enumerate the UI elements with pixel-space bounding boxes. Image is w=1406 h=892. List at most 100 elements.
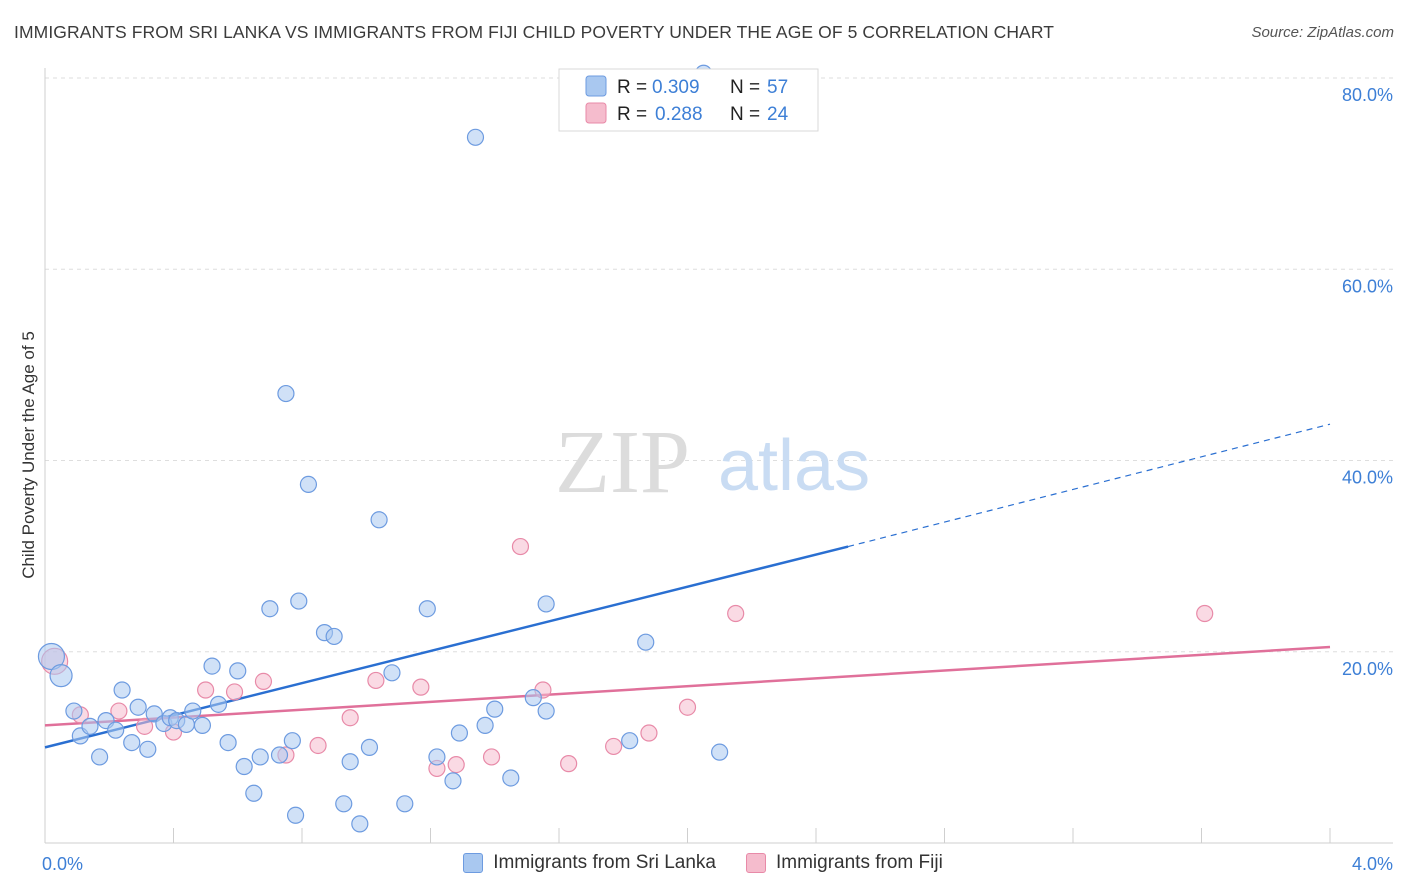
fiji-point (447, 755, 465, 774)
sri-lanka-point (290, 592, 308, 610)
legend-swatch-fiji (585, 102, 607, 124)
sri-lanka-point (360, 738, 379, 756)
y-axis-label: Child Poverty Under the Age of 5 (19, 331, 38, 579)
x-tick-label: 0.0% (42, 854, 83, 874)
legend-r-value: 0.309 (652, 77, 700, 98)
sri-lanka-point (184, 702, 202, 720)
source-label: Source: ZipAtlas.com (1251, 24, 1394, 41)
bottom-legend-item-sri-lanka: Immigrants from Sri Lanka (463, 852, 716, 874)
fiji-point (225, 683, 244, 701)
sri-lanka-point (209, 695, 228, 713)
data-points (37, 64, 1214, 833)
sri-lanka-point (637, 633, 655, 651)
y-tick-label: 80.0% (1342, 85, 1393, 105)
sri-lanka-point (370, 511, 388, 529)
legend-r-value: 0.288 (655, 104, 703, 125)
sri-lanka-point (49, 664, 73, 688)
sri-lanka-point (476, 716, 494, 734)
sri-lanka-point (203, 657, 221, 675)
sri-lanka-point (65, 702, 83, 720)
fiji-point (1196, 604, 1214, 623)
sri-lanka-point (450, 724, 469, 742)
grid-lines (45, 77, 1393, 653)
legend-n-label: N = (730, 77, 760, 98)
legend-n-value: 24 (767, 104, 789, 125)
x-tick-label: 4.0% (1352, 854, 1393, 874)
sri-lanka-point (107, 721, 125, 739)
legend-n-label: N = (730, 104, 760, 125)
fiji-point (412, 678, 430, 696)
y-tick-label: 20.0% (1342, 659, 1393, 679)
watermark: ZIP atlas (555, 413, 870, 512)
bottom-legend: Immigrants from Sri Lanka Immigrants fro… (0, 852, 1406, 874)
fiji-point (560, 755, 578, 773)
fiji-point (605, 737, 623, 756)
sri-lanka-point (270, 746, 289, 764)
bottom-legend-swatch-fiji (746, 853, 766, 873)
sri-lanka-point (396, 795, 414, 813)
x-tick-labels: 0.0% 4.0% (42, 854, 1393, 874)
legend-r-label: R = (617, 77, 647, 98)
sri-lanka-point (524, 689, 542, 707)
fiji-point (309, 736, 327, 755)
sri-lanka-point (235, 757, 253, 776)
sri-lanka-point (229, 662, 247, 680)
fiji-point (341, 709, 359, 727)
sri-lanka-point (299, 475, 318, 494)
sri-lanka-point (486, 700, 504, 718)
fiji-point (678, 698, 697, 716)
sri-lanka-point (428, 748, 446, 766)
sri-lanka-point (351, 815, 369, 833)
sri-lanka-point (341, 753, 359, 771)
sri-lanka-point (711, 743, 729, 761)
sri-lanka-point (219, 733, 237, 752)
fiji-point (254, 672, 273, 690)
sri-lanka-point (537, 702, 555, 720)
bottom-legend-item-fiji: Immigrants from Fiji (746, 852, 943, 874)
fiji-trend-line (44, 645, 1331, 727)
sri-lanka-point (193, 716, 212, 734)
legend: R = 0.309 N = 57 R = 0.288 N = 24 (558, 68, 819, 132)
sri-lanka-point (261, 600, 279, 618)
sri-lanka-point (139, 740, 157, 758)
fiji-point (482, 748, 501, 766)
sri-lanka-point (283, 732, 301, 750)
fiji-point (727, 604, 745, 623)
sri-lanka-point (91, 748, 109, 766)
sri-lanka-point (383, 664, 401, 682)
sri-lanka-point (537, 595, 555, 613)
bottom-legend-label: Immigrants from Sri Lanka (493, 852, 716, 873)
y-tick-labels: 20.0% 40.0% 60.0% 80.0% (1342, 85, 1393, 679)
axes (44, 68, 1393, 844)
fiji-point (197, 681, 215, 699)
fiji-point (511, 537, 530, 556)
sri-lanka-point (113, 681, 131, 699)
sri-lanka-point (444, 772, 462, 790)
sri-lanka-point (325, 627, 343, 646)
sri-lanka-point (245, 784, 263, 802)
sri-lanka-point (81, 717, 99, 735)
chart-title: IMMIGRANTS FROM SRI LANKA VS IMMIGRANTS … (14, 22, 1055, 42)
bottom-legend-swatch-sri-lanka (463, 853, 484, 873)
sri-lanka-point (123, 733, 141, 752)
sri-lanka-point (418, 600, 436, 618)
sri-lanka-point (335, 795, 353, 813)
fiji-point (367, 671, 385, 690)
sri-lanka-point (466, 128, 485, 146)
fiji-point (110, 702, 128, 720)
sri-lanka-point (277, 384, 295, 403)
legend-r-label: R = (617, 104, 647, 125)
fiji-point (135, 717, 154, 735)
sri-lanka-point (251, 748, 269, 766)
sri-lanka-point (129, 698, 147, 716)
bottom-legend-label: Immigrants from Fiji (776, 852, 943, 873)
legend-swatch-sri-lanka (585, 75, 607, 97)
legend-n-value: 57 (767, 77, 788, 98)
y-tick-label: 60.0% (1342, 276, 1393, 296)
watermark-zip: ZIP (555, 413, 690, 512)
watermark-atlas: atlas (718, 426, 870, 506)
sri-lanka-point (502, 769, 520, 787)
sri-lanka-point (621, 732, 639, 750)
y-tick-label: 40.0% (1342, 468, 1393, 488)
